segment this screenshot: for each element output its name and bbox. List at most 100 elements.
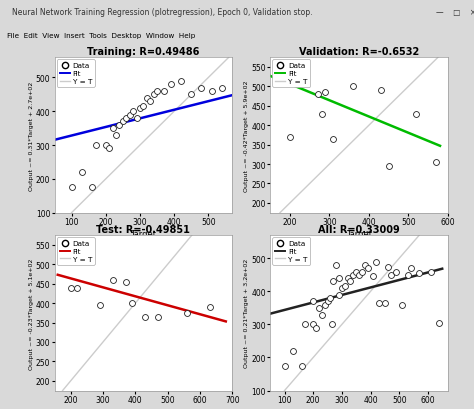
Point xyxy=(146,99,154,105)
Text: Neural Network Training Regression (plotregression), Epoch 0, Validation stop.: Neural Network Training Regression (plot… xyxy=(12,8,312,17)
Point xyxy=(122,279,129,285)
Point xyxy=(355,272,363,279)
Point xyxy=(126,112,134,119)
X-axis label: Target: Target xyxy=(346,229,372,238)
Point xyxy=(153,88,161,95)
Point xyxy=(92,142,100,149)
Title: All: R=0.33009: All: R=0.33009 xyxy=(318,224,400,234)
Point xyxy=(407,265,414,272)
Point xyxy=(310,298,317,305)
Point xyxy=(298,363,306,369)
Point xyxy=(338,285,346,292)
Point xyxy=(96,302,103,309)
Point xyxy=(312,325,320,331)
Point xyxy=(398,301,406,308)
Point xyxy=(128,300,136,307)
Point xyxy=(328,321,336,328)
Point xyxy=(324,298,331,305)
Point xyxy=(78,169,86,176)
Point xyxy=(436,320,443,326)
Point xyxy=(289,348,297,354)
Point xyxy=(198,85,205,92)
Point xyxy=(73,285,81,291)
Point xyxy=(88,184,96,191)
Point xyxy=(218,85,226,92)
Title: Validation: R=-0.6532: Validation: R=-0.6532 xyxy=(299,47,419,56)
Y-axis label: Output ~= 0.31*Target + 2.7e+02: Output ~= 0.31*Target + 2.7e+02 xyxy=(28,81,34,190)
Point xyxy=(352,269,360,275)
Point xyxy=(183,310,191,317)
Y-axis label: Output ~= 0.21*Target + 3.2e+02: Output ~= 0.21*Target + 3.2e+02 xyxy=(244,258,249,368)
Legend: Data, Fit, Y = T: Data, Fit, Y = T xyxy=(57,60,95,88)
Point xyxy=(349,272,357,279)
Point xyxy=(385,163,392,170)
Point xyxy=(112,133,120,139)
Point xyxy=(301,321,309,328)
Point xyxy=(329,136,337,143)
Y-axis label: Output ~= -0.42*Target + 5.9e+02: Output ~= -0.42*Target + 5.9e+02 xyxy=(244,80,249,191)
Point xyxy=(286,134,294,141)
Legend: Data, Fit, Y = T: Data, Fit, Y = T xyxy=(57,238,95,265)
Point xyxy=(105,146,113,152)
Point xyxy=(358,269,366,275)
Point xyxy=(364,265,372,272)
Point xyxy=(102,142,109,149)
Point xyxy=(143,95,151,102)
Point xyxy=(361,262,369,269)
Point xyxy=(341,283,348,290)
Point xyxy=(109,277,117,283)
Point xyxy=(281,363,288,369)
Point xyxy=(335,292,343,298)
Point xyxy=(160,88,168,95)
Point xyxy=(122,115,130,122)
Point xyxy=(329,279,337,285)
Point xyxy=(139,103,147,110)
Title: Test: R=-0.49851: Test: R=-0.49851 xyxy=(96,224,191,234)
Point xyxy=(133,115,140,122)
Point xyxy=(67,285,74,291)
Point xyxy=(327,295,334,301)
Point xyxy=(349,84,357,90)
Point xyxy=(344,275,351,282)
Text: —    □    ×: — □ × xyxy=(436,8,474,17)
Point xyxy=(384,264,392,270)
Point xyxy=(373,259,380,265)
Point xyxy=(206,304,213,310)
Point xyxy=(387,272,394,279)
Point xyxy=(404,272,411,279)
Title: Training: R=0.49486: Training: R=0.49486 xyxy=(87,47,200,56)
Point xyxy=(314,92,321,98)
Point xyxy=(109,126,117,132)
Point xyxy=(432,160,440,166)
Point xyxy=(167,82,174,88)
Point xyxy=(119,119,127,126)
Point xyxy=(68,184,75,191)
Point xyxy=(136,106,144,112)
Point xyxy=(335,275,343,282)
Point xyxy=(315,305,323,311)
Point xyxy=(141,314,149,320)
X-axis label: Target: Target xyxy=(130,229,156,238)
Point xyxy=(346,279,354,285)
Point xyxy=(381,300,389,306)
Text: File  Edit  View  Insert  Tools  Desktop  Window  Help: File Edit View Insert Tools Desktop Wind… xyxy=(7,33,195,38)
Point xyxy=(321,301,328,308)
Point xyxy=(370,274,377,280)
Point xyxy=(129,109,137,115)
Point xyxy=(377,88,384,94)
Point xyxy=(116,122,123,129)
Point xyxy=(416,270,423,277)
Point xyxy=(322,90,329,96)
Point xyxy=(392,269,400,275)
Point xyxy=(310,321,317,328)
Point xyxy=(332,262,340,269)
Point xyxy=(318,312,326,318)
Point xyxy=(412,111,420,117)
Point xyxy=(177,79,185,85)
Y-axis label: Output ~= -0.23*Target + 5.1e+02: Output ~= -0.23*Target + 5.1e+02 xyxy=(28,258,34,369)
Point xyxy=(150,92,157,99)
Point xyxy=(187,92,195,99)
Point xyxy=(375,300,383,306)
Point xyxy=(318,111,325,117)
Legend: Data, Fit, Y = T: Data, Fit, Y = T xyxy=(273,60,310,88)
